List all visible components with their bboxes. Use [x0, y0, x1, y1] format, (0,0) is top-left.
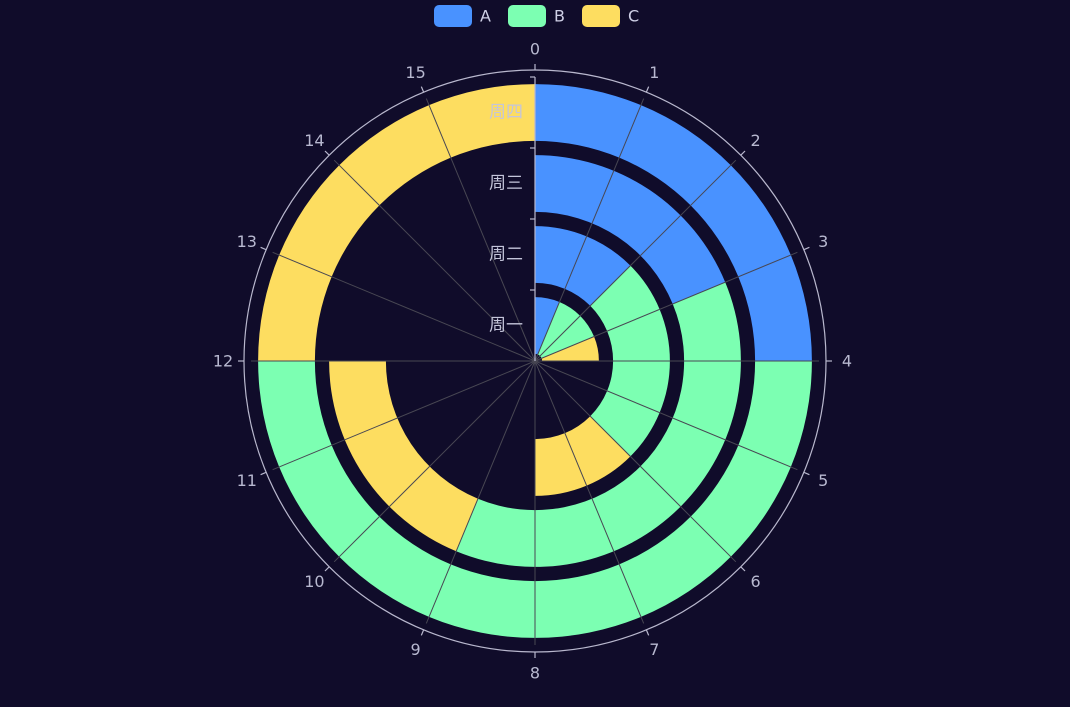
bar-A-周一[interactable]	[535, 297, 560, 355]
angle-tick-3	[803, 246, 810, 251]
angle-tick-label: 5	[818, 471, 828, 490]
bar-A-周三[interactable]	[535, 155, 726, 304]
angle-tick-1	[645, 86, 650, 93]
angle-tick-5	[803, 471, 810, 476]
bar-C-周四[interactable]	[258, 84, 535, 361]
angle-tick-9	[420, 629, 425, 636]
angle-tick-13	[260, 246, 267, 251]
angle-tick-11	[260, 471, 267, 476]
bar-C-周二[interactable]	[535, 416, 631, 496]
split-line-7	[534, 360, 645, 624]
angle-tick-14	[324, 150, 330, 156]
angle-tick-label: 2	[751, 131, 761, 150]
angle-tick-label: 6	[751, 572, 761, 591]
split-line-15	[425, 98, 536, 362]
split-line-14	[333, 159, 536, 362]
angle-tick-label: 7	[649, 640, 659, 659]
angle-tick-label: 13	[237, 232, 257, 251]
split-line-10	[333, 360, 536, 563]
angle-tick-label: 0	[530, 40, 540, 59]
legend-swatch[interactable]	[582, 5, 620, 27]
legend-label[interactable]: B	[554, 7, 565, 26]
split-line-9	[425, 360, 536, 624]
split-line-13	[272, 251, 536, 362]
legend-swatch[interactable]	[508, 5, 546, 27]
angle-tick-label: 3	[818, 232, 828, 251]
legend-item-A[interactable]: A	[434, 5, 491, 27]
radius-label: 周四	[489, 103, 523, 123]
legend-label[interactable]: A	[480, 7, 491, 26]
legend-item-B[interactable]: B	[508, 5, 565, 27]
angle-tick-label: 15	[405, 63, 425, 82]
angle-tick-label: 9	[411, 640, 421, 659]
bar-A-周二[interactable]	[535, 226, 631, 306]
angle-tick-label: 1	[649, 63, 659, 82]
split-line-6	[534, 360, 737, 563]
bar-B-周四[interactable]	[258, 361, 812, 638]
split-line-3	[534, 251, 798, 362]
bar-C-周一[interactable]	[541, 336, 599, 361]
angle-tick-15	[420, 86, 425, 93]
radius-label: 周二	[489, 245, 523, 265]
split-line-5	[534, 360, 798, 471]
radius-label: 周三	[489, 174, 523, 194]
split-line-1	[534, 98, 645, 362]
legend[interactable]: A B C	[434, 5, 639, 27]
angle-tick-label: 4	[842, 352, 852, 371]
angle-tick-label: 8	[530, 664, 540, 683]
angle-tick-6	[740, 566, 746, 572]
legend-item-C[interactable]: C	[582, 5, 639, 27]
legend-label[interactable]: C	[628, 7, 639, 26]
split-line-11	[272, 360, 536, 471]
angle-tick-7	[645, 629, 650, 636]
bar-C-周三[interactable]	[329, 361, 478, 552]
bar-A-周四[interactable]	[535, 84, 812, 361]
angle-tick-label: 12	[213, 352, 233, 371]
angle-tick-10	[324, 566, 330, 572]
radius-label: 周一	[489, 316, 523, 336]
angle-tick-label: 10	[304, 572, 324, 591]
angle-tick-label: 11	[237, 471, 257, 490]
split-line-2	[534, 159, 737, 362]
angle-tick-2	[740, 150, 746, 156]
angle-tick-label: 14	[304, 131, 324, 150]
legend-swatch[interactable]	[434, 5, 472, 27]
